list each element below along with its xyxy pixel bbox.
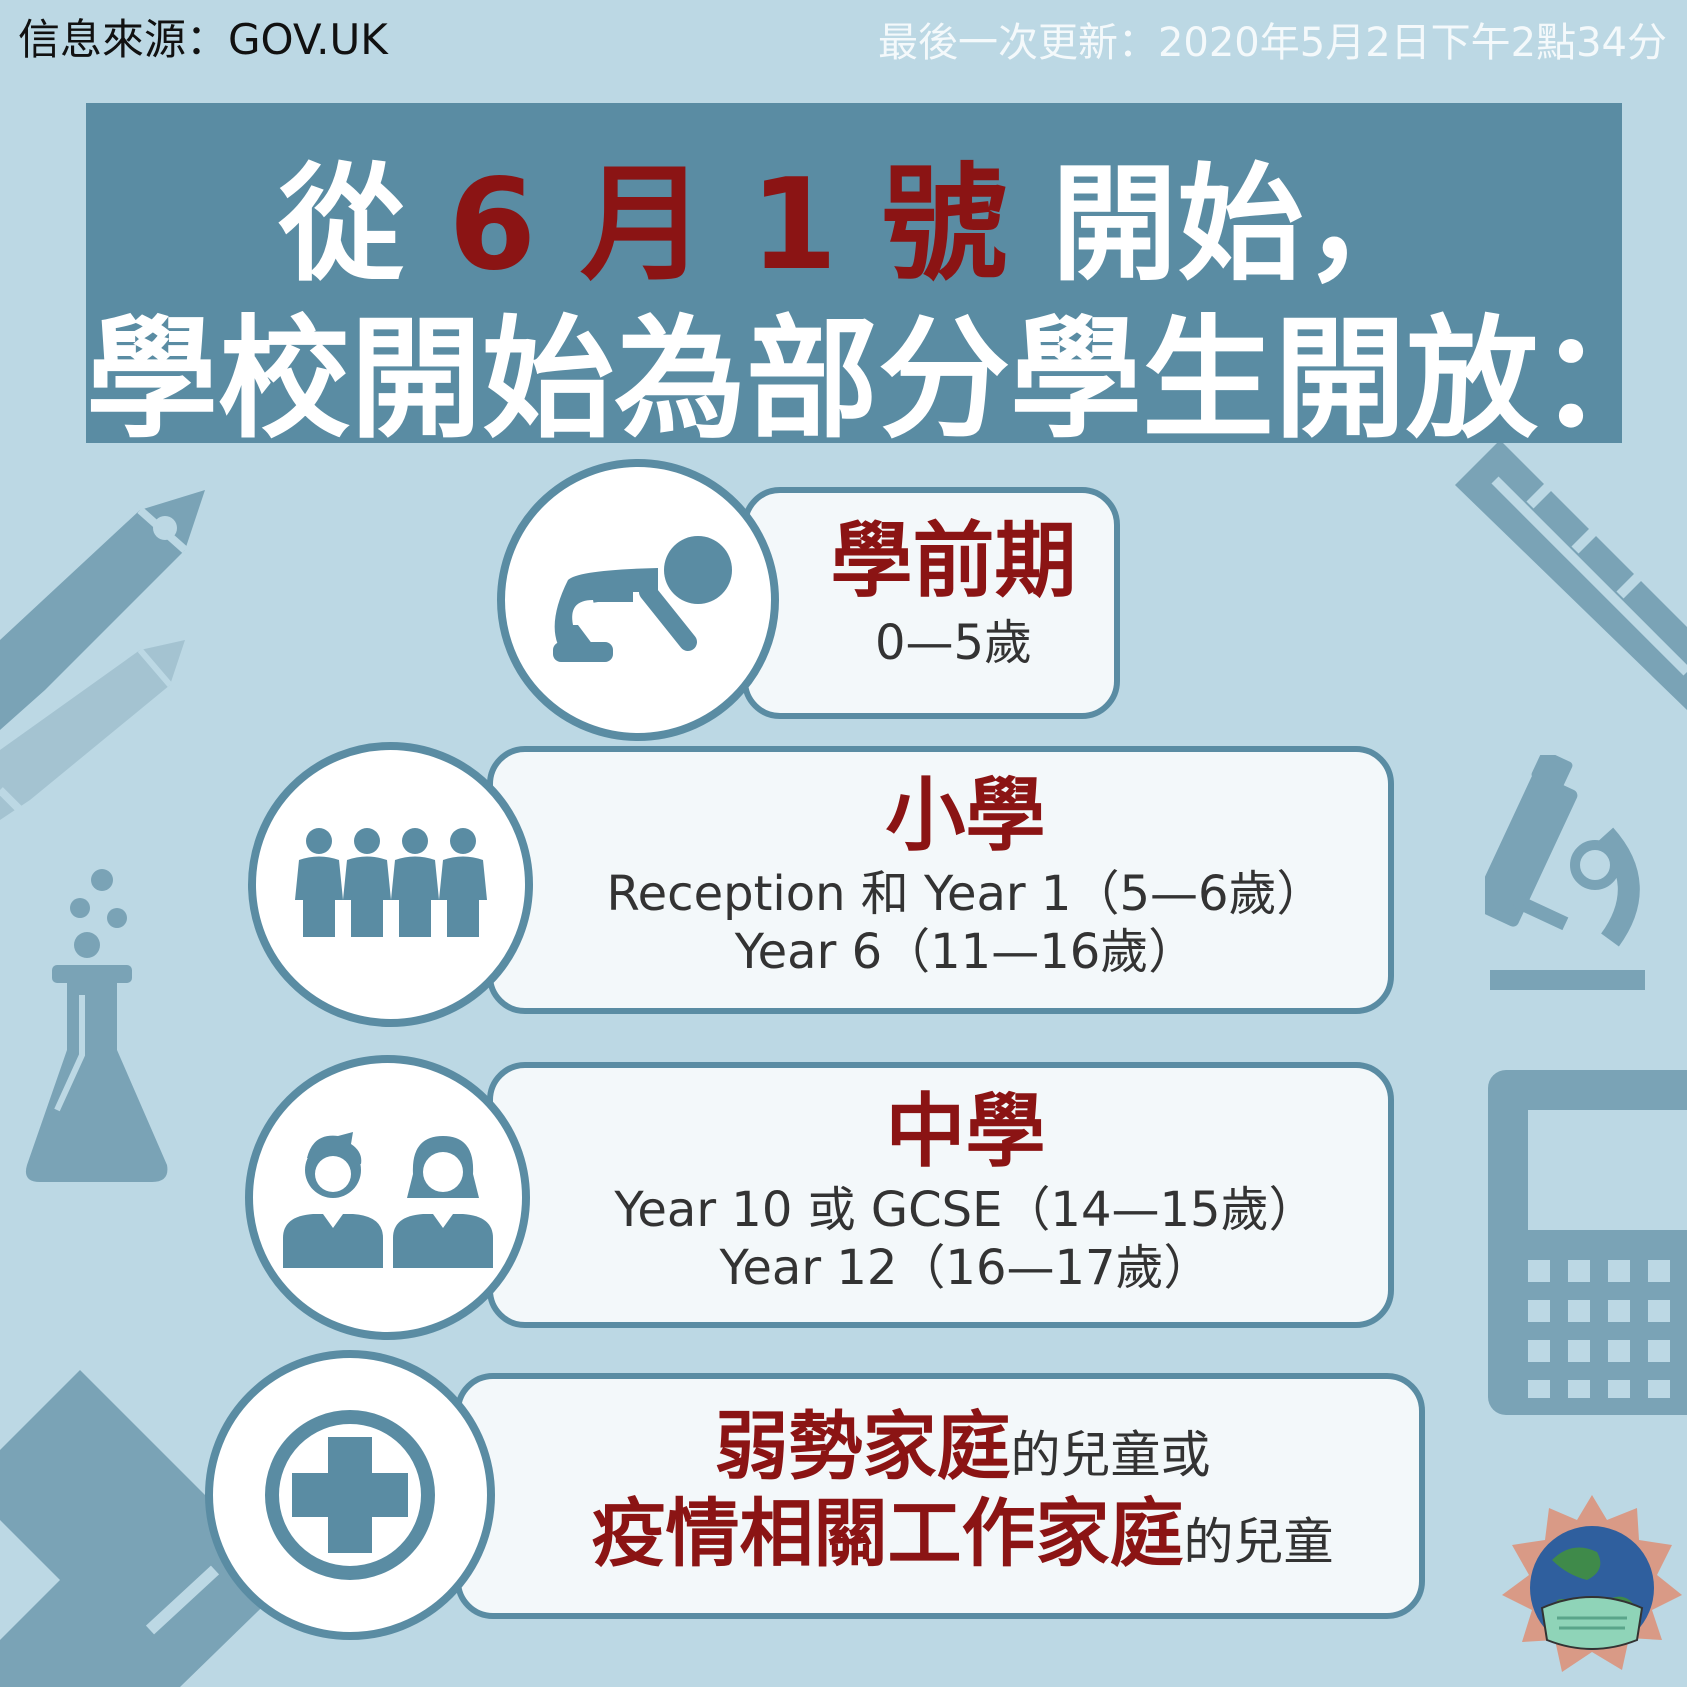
preschool-age: 0—5歲 [874, 615, 1033, 672]
crawling-baby-icon [553, 536, 732, 662]
title-banner: 從 6 月 1 號 開始， 學校開始為部分學生開放： [86, 103, 1670, 457]
pen-icon [0, 490, 205, 730]
preschool-title: 學前期 [830, 514, 1077, 609]
secondary-line-2: Year 12（16—17歲） [719, 1239, 1212, 1296]
pencil-icon [0, 640, 185, 820]
title-date: 6 月 1 號 [448, 151, 1008, 298]
children-group-icon [294, 827, 487, 937]
secondary-title: 中學 [885, 1085, 1046, 1178]
ruler-icon [1455, 440, 1687, 710]
source-text: 信息來源：GOV.UK [18, 15, 388, 64]
special-line-2: 疫情相關工作家庭的兒童 [506, 1494, 1419, 1575]
medical-cross-icon [265, 1410, 435, 1580]
flask-icon [25, 869, 168, 1182]
special-line-1: 弱勢家庭的兒童或 [506, 1404, 1419, 1490]
special-icon-circle [205, 1350, 495, 1640]
secondary-icon-circle [245, 1055, 530, 1340]
primary-line-1: Reception 和 Year 1（5—6歲） [606, 866, 1325, 922]
secondary-card: 中學 Year 10 或 GCSE（14—15歲） Year 12（16—17歲… [487, 1062, 1394, 1328]
calculator-icon [1488, 1070, 1687, 1415]
secondary-line-1: Year 10 或 GCSE（14—15歲） [614, 1182, 1317, 1238]
primary-title: 小學 [885, 769, 1046, 862]
ruler-triangle-icon [0, 1370, 290, 1687]
special-line-1-tail: 的兒童或 [1010, 1426, 1211, 1484]
primary-card: 小學 Reception 和 Year 1（5—6歲） Year 6（11—16… [487, 746, 1394, 1014]
primary-icon-circle [248, 742, 533, 1027]
title-prefix: 從 [278, 151, 449, 298]
special-line-2-tail: 的兒童 [1183, 1513, 1334, 1572]
microscope-icon [1485, 755, 1645, 990]
special-card: 弱勢家庭的兒童或 疫情相關工作家庭的兒童 [455, 1373, 1425, 1619]
students-icon [282, 1131, 493, 1268]
title-line-1: 從 6 月 1 號 開始， [86, 123, 1622, 305]
title-suffix: 開始， [1007, 151, 1430, 298]
primary-line-2: Year 6（11—16歲） [734, 923, 1197, 980]
last-updated-text: 最後一次更新：2020年5月2日下午2點34分 [877, 20, 1667, 66]
key-worker-families-text: 疫情相關工作家庭 [591, 1491, 1184, 1578]
preschool-card: 學前期 0—5歲 [742, 487, 1120, 719]
vulnerable-families-text: 弱勢家庭 [714, 1404, 1011, 1490]
masked-earth-logo [1502, 1495, 1682, 1672]
preschool-icon-circle [497, 459, 779, 741]
title-line-2: 學校開始為部分學生開放： [86, 303, 1670, 457]
